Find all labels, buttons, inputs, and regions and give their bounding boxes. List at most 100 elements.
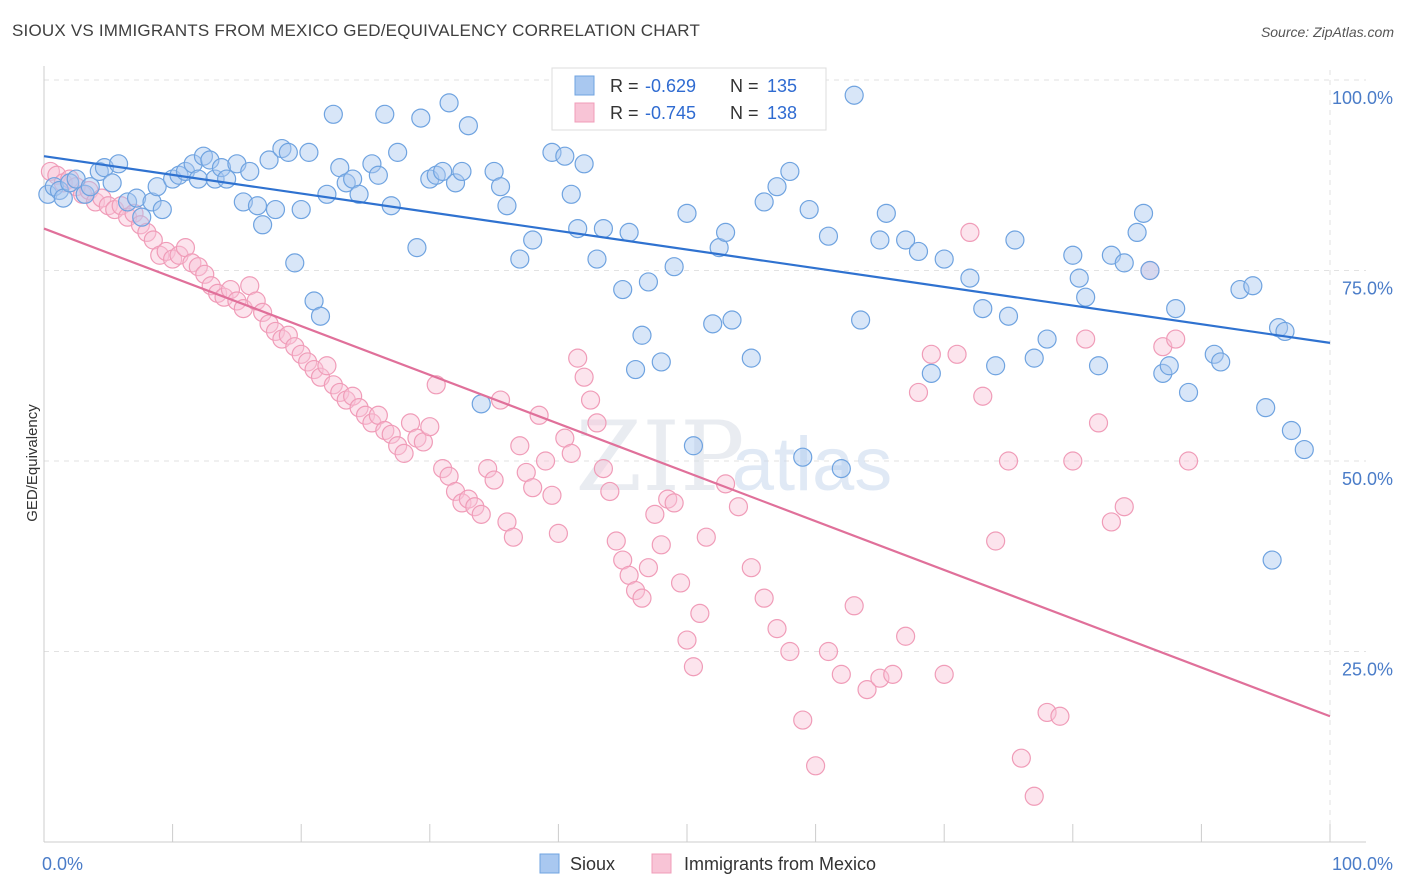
series-mexico-points	[40, 70, 1199, 806]
sioux-point	[278, 142, 298, 162]
legend-r-label-mexico: R =	[610, 103, 639, 123]
sioux-point	[1166, 299, 1186, 319]
sioux-point	[291, 199, 311, 220]
watermark-atlas: atlas	[732, 422, 893, 507]
sioux-point	[253, 215, 273, 235]
sioux-point	[986, 356, 1006, 376]
mexico-point	[908, 382, 929, 403]
sioux-point	[200, 150, 220, 170]
sioux-point	[1262, 550, 1282, 570]
legend-swatch-sioux	[574, 75, 595, 96]
x-tick-label-end: 100.0%	[1332, 854, 1393, 874]
mexico-point	[349, 398, 369, 418]
mexico-point	[896, 626, 916, 646]
sioux-point	[1178, 382, 1199, 403]
sioux-point	[818, 226, 839, 246]
sioux-point	[89, 161, 109, 182]
mexico-point	[343, 386, 363, 406]
sioux-point	[799, 199, 819, 220]
sioux-point	[896, 230, 916, 250]
sioux-point	[632, 325, 652, 345]
sioux-point	[1153, 363, 1173, 383]
sioux-point	[510, 249, 530, 269]
mexico-point	[632, 588, 652, 608]
mexico-point	[645, 504, 665, 524]
sioux-point	[1256, 398, 1276, 418]
mexico-point	[960, 222, 980, 242]
sioux-point	[722, 310, 742, 330]
sioux-point	[1294, 439, 1314, 460]
mexico-point	[420, 417, 440, 437]
mexico-point	[638, 558, 659, 578]
sioux-point	[299, 142, 319, 162]
sioux-point	[1140, 260, 1160, 281]
mexico-point	[1166, 329, 1186, 349]
mexico-point	[535, 451, 556, 471]
sioux-point	[908, 241, 929, 262]
sioux-point	[1243, 276, 1263, 296]
sioux-point	[934, 249, 954, 269]
sioux-point	[638, 272, 659, 292]
mexico-point	[484, 470, 504, 490]
mexico-point	[986, 531, 1006, 551]
series-sioux-points	[38, 85, 1314, 570]
sioux-point	[1063, 245, 1083, 265]
mexico-point	[130, 215, 151, 235]
sioux-point	[375, 104, 395, 124]
sioux-point	[38, 184, 58, 204]
sioux-point	[349, 184, 369, 204]
mexico-point	[1076, 329, 1096, 349]
mexico-point	[291, 344, 311, 364]
sioux-point	[619, 222, 639, 242]
sioux-point	[677, 203, 697, 223]
mexico-point	[696, 527, 716, 547]
y-tick-label: 75.0%	[1342, 279, 1393, 299]
mexico-point	[934, 664, 954, 684]
mexico-point	[683, 657, 704, 677]
mexico-point	[503, 527, 523, 547]
legend-r-value-sioux: -0.629	[645, 76, 696, 96]
mexico-point	[458, 489, 478, 509]
mexico-point	[947, 344, 967, 364]
sioux-point	[1133, 203, 1154, 223]
mexico-point	[677, 630, 697, 650]
bottom-legend-swatch-sioux	[539, 853, 560, 874]
bottom-legend-swatch-mexico	[651, 853, 672, 874]
mexico-point	[870, 668, 890, 688]
mexico-point	[625, 580, 646, 601]
mexico-point	[587, 413, 607, 433]
sioux-point	[317, 184, 337, 204]
sioux-point	[542, 142, 562, 162]
sioux-point	[217, 169, 237, 189]
sioux-point	[362, 154, 382, 174]
y-axis-label: GED/Equivalency	[24, 404, 41, 522]
legend-swatch-mexico	[574, 102, 595, 123]
sioux-point	[754, 192, 774, 212]
mexico-point	[156, 241, 176, 262]
mexico-point	[593, 459, 614, 479]
sioux-point	[497, 196, 517, 216]
y-tick-label: 100.0%	[1332, 88, 1393, 108]
sioux-point	[102, 173, 122, 193]
sioux-point	[259, 150, 279, 170]
sioux-point	[831, 459, 851, 479]
mexico-point	[298, 352, 318, 372]
correlation-legend: R = -0.629 N = 135 R = -0.745 N = 138	[551, 67, 827, 131]
mexico-point	[330, 382, 350, 403]
sioux-point	[142, 192, 162, 212]
sioux-point	[108, 154, 129, 174]
chart-title: SIOUX VS IMMIGRANTS FROM MEXICO GED/EQUI…	[12, 21, 701, 40]
sioux-point	[1204, 344, 1224, 364]
sioux-point	[1024, 348, 1044, 368]
y-tick-label: 50.0%	[1342, 469, 1393, 489]
mexico-point	[137, 222, 157, 242]
sioux-point	[490, 177, 511, 197]
mexico-point	[188, 257, 208, 277]
sioux-point	[368, 165, 388, 185]
mexico-point	[1050, 706, 1070, 726]
mexico-point	[433, 459, 453, 479]
sioux-point	[147, 177, 167, 197]
mexico-point	[394, 443, 414, 463]
mexico-point	[561, 443, 581, 463]
sioux-point	[126, 188, 147, 208]
